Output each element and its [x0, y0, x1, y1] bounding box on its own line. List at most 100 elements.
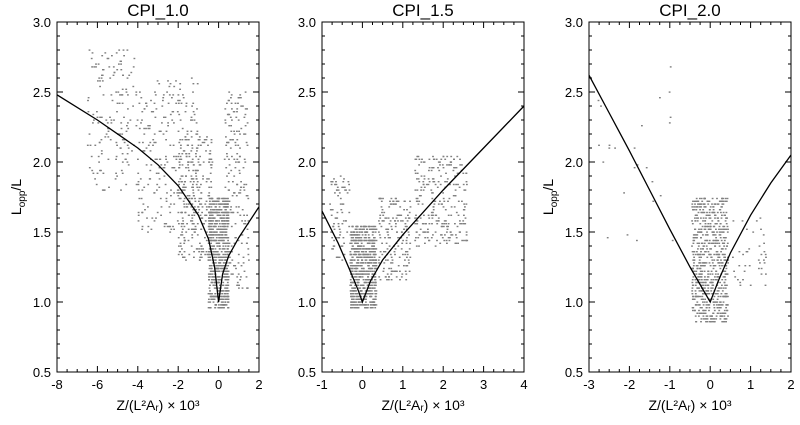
data-point — [218, 248, 221, 250]
data-point — [724, 295, 727, 298]
data-point — [212, 203, 215, 205]
data-point — [709, 253, 712, 256]
data-point — [208, 203, 211, 205]
data-point — [228, 158, 230, 160]
data-point — [225, 200, 228, 202]
data-point — [209, 214, 211, 216]
x-tick-label: -1 — [664, 377, 676, 392]
data-point — [710, 287, 713, 289]
data-point — [444, 234, 446, 236]
y-tick-label: 2.5 — [33, 85, 51, 100]
data-point — [445, 172, 447, 174]
data-point — [359, 287, 362, 289]
data-point — [708, 307, 711, 309]
data-point — [464, 223, 467, 225]
data-point — [358, 234, 361, 236]
data-point — [210, 298, 213, 300]
data-point — [702, 234, 704, 236]
data-point — [746, 251, 749, 253]
data-point — [389, 220, 392, 222]
data-point — [446, 164, 448, 166]
data-point — [463, 209, 466, 211]
x-axis-label: Z/(L²Aᵣ) × 10³ — [648, 397, 731, 413]
data-point — [408, 217, 411, 219]
data-point — [348, 183, 350, 186]
data-point — [367, 293, 370, 295]
data-point — [156, 189, 158, 191]
data-point — [222, 197, 225, 200]
data-point — [222, 239, 225, 242]
data-point — [373, 248, 376, 250]
data-point — [355, 231, 358, 233]
data-point — [187, 167, 190, 169]
data-point — [716, 290, 719, 292]
data-point — [445, 239, 448, 242]
data-point — [358, 237, 360, 239]
data-point — [227, 307, 230, 309]
data-point — [171, 119, 174, 121]
data-point — [137, 214, 140, 216]
data-point — [359, 301, 362, 303]
data-point — [158, 178, 161, 180]
data-point — [348, 211, 351, 214]
data-point — [333, 223, 335, 225]
data-point — [238, 192, 240, 194]
data-point — [714, 242, 717, 244]
data-point — [712, 234, 714, 236]
data-point — [432, 214, 434, 216]
data-point — [443, 239, 446, 242]
data-point — [208, 237, 210, 239]
data-point — [224, 108, 227, 110]
data-point — [241, 287, 244, 289]
data-point — [360, 267, 363, 270]
data-point — [178, 183, 180, 186]
data-point — [236, 183, 239, 186]
data-point — [219, 256, 222, 258]
data-point — [209, 172, 212, 174]
data-point — [367, 281, 370, 284]
data-point — [225, 251, 227, 253]
data-point — [723, 276, 726, 278]
data-point — [227, 276, 230, 278]
data-point — [209, 231, 211, 233]
data-point — [760, 273, 763, 275]
data-point — [226, 267, 228, 270]
data-point — [210, 239, 213, 242]
data-point — [196, 108, 198, 110]
data-point — [441, 237, 444, 239]
data-point — [697, 276, 700, 278]
data-point — [465, 181, 468, 183]
data-point — [700, 279, 703, 281]
data-point — [402, 253, 404, 256]
data-point — [121, 153, 124, 155]
data-point — [373, 237, 375, 239]
data-point — [442, 192, 444, 194]
data-point — [221, 298, 223, 300]
data-point — [422, 189, 425, 191]
data-point — [93, 66, 96, 68]
data-point — [373, 256, 376, 258]
fit-curve — [322, 105, 524, 304]
data-point — [227, 197, 229, 200]
data-point — [739, 281, 742, 284]
data-point — [704, 234, 707, 236]
data-point — [699, 295, 702, 298]
data-point — [703, 197, 706, 200]
data-point — [163, 175, 166, 177]
data-point — [712, 265, 715, 267]
data-point — [236, 130, 238, 132]
data-point — [195, 155, 197, 158]
data-point — [239, 94, 242, 96]
data-point — [238, 97, 240, 99]
data-point — [371, 281, 374, 284]
data-point — [185, 203, 188, 205]
data-point — [698, 304, 701, 306]
data-point — [211, 214, 214, 216]
data-point — [233, 265, 235, 267]
data-point — [237, 273, 240, 275]
data-point — [702, 315, 705, 317]
data-point — [227, 242, 229, 244]
data-point — [744, 265, 747, 267]
data-point — [714, 293, 717, 295]
data-point — [212, 237, 215, 239]
